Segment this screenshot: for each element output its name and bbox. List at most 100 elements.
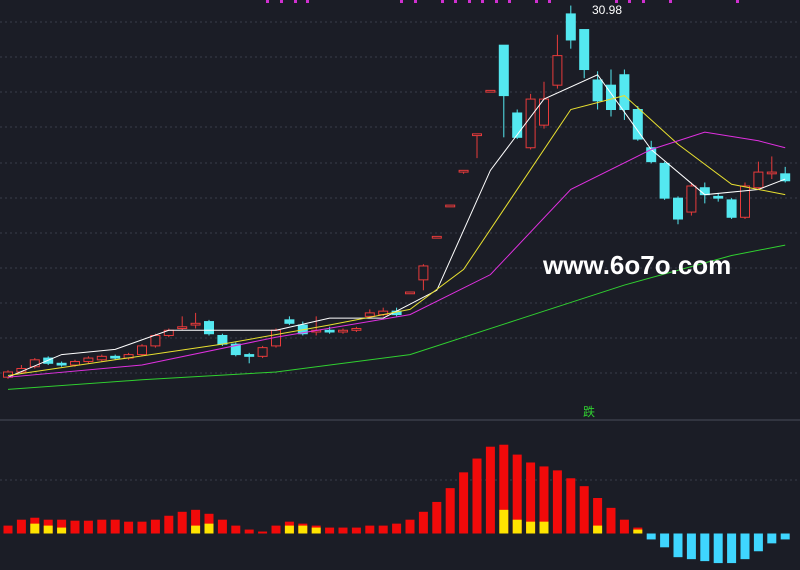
histogram-bar	[499, 444, 509, 534]
histogram-bar	[539, 466, 549, 534]
candle-body	[726, 199, 737, 218]
candle-body	[137, 345, 147, 356]
histogram-bar	[150, 519, 160, 534]
indicator-panel	[3, 444, 790, 564]
histogram-overlay	[204, 523, 214, 534]
candle-body	[498, 44, 509, 97]
histogram-overlay	[512, 519, 522, 534]
histogram-bar	[512, 454, 522, 534]
histogram-bar	[164, 515, 174, 534]
candle-body	[512, 112, 523, 138]
candle-body	[431, 235, 442, 239]
histogram-bar	[110, 519, 120, 534]
histogram-bar	[472, 458, 482, 534]
histogram-bar	[351, 527, 361, 534]
candle-body	[699, 187, 710, 196]
histogram-bar	[485, 446, 495, 534]
candle-body	[713, 195, 724, 199]
candle-body	[257, 347, 268, 357]
candle-body	[445, 204, 456, 208]
candle-body	[418, 265, 429, 281]
histogram-bar	[780, 533, 790, 540]
candle-body	[244, 354, 255, 357]
candle-body	[70, 361, 80, 366]
histogram-bar	[418, 511, 428, 534]
histogram-bar	[700, 533, 710, 562]
histogram-bar	[552, 470, 562, 534]
candle-body	[110, 355, 121, 359]
histogram-overlay	[593, 525, 603, 534]
histogram-overlay	[30, 523, 40, 534]
histogram-bar	[231, 525, 241, 534]
candle-body	[56, 362, 67, 366]
histogram-bar	[16, 519, 26, 534]
histogram-bar	[244, 529, 254, 534]
moving-average	[7, 95, 786, 376]
histogram-bar	[740, 533, 750, 560]
histogram-bar	[325, 527, 335, 534]
histogram-bar	[753, 533, 763, 552]
candle-body	[204, 321, 214, 335]
histogram-bar	[70, 520, 80, 534]
histogram-bar	[646, 533, 656, 540]
candle-body	[29, 359, 40, 368]
histogram-bar	[378, 525, 388, 534]
histogram-bar	[579, 486, 589, 534]
histogram-bar	[97, 519, 107, 534]
candle-body	[324, 329, 335, 333]
histogram-bar	[673, 533, 683, 558]
histogram-overlay	[43, 525, 53, 534]
moving-average	[7, 244, 786, 390]
candle-body	[525, 98, 536, 149]
histogram-bar	[767, 533, 777, 544]
candle-body	[565, 13, 576, 41]
candle-body	[96, 355, 107, 361]
moving-average	[7, 74, 786, 378]
histogram-bar	[713, 533, 723, 564]
candle-body	[485, 89, 496, 93]
histogram-bar	[124, 521, 134, 534]
histogram-bar	[57, 519, 67, 534]
histogram-bar	[660, 533, 670, 548]
histogram-bar	[727, 533, 737, 564]
high-label: 30.98	[592, 3, 622, 17]
candle-body	[673, 197, 683, 220]
histogram-bar	[392, 523, 402, 534]
watermark: www.6o7o.com	[542, 250, 731, 280]
signal-label: 跌	[583, 404, 595, 419]
candle-body	[405, 291, 415, 295]
histogram-overlay	[284, 525, 294, 534]
candle-body	[579, 29, 590, 71]
moving-average	[7, 131, 786, 378]
histogram-overlay	[191, 525, 201, 534]
candle-body	[177, 326, 188, 330]
histogram-bar	[3, 525, 13, 534]
histogram-bar	[445, 488, 455, 534]
histogram-bar	[619, 519, 629, 534]
histogram-overlay	[539, 521, 549, 534]
candle-body	[780, 173, 791, 182]
histogram-bar	[459, 472, 469, 534]
top-markers	[266, 0, 739, 3]
candle-body	[552, 55, 563, 86]
candle-body	[150, 334, 161, 347]
candle-body	[458, 169, 469, 173]
candle-body	[686, 185, 697, 213]
histogram-bar	[566, 478, 576, 534]
histogram-bar	[258, 531, 268, 534]
histogram-bar	[686, 533, 696, 560]
histogram-bar	[177, 511, 187, 534]
histogram-bar	[526, 462, 536, 534]
histogram-bar	[83, 520, 93, 534]
histogram-overlay	[298, 525, 308, 534]
candle-body	[284, 319, 295, 324]
histogram-bar	[432, 501, 442, 534]
candle-body	[740, 185, 750, 218]
candle-body	[190, 322, 201, 326]
candle-body	[351, 328, 362, 331]
candle-body	[753, 171, 764, 189]
candle-body	[619, 74, 630, 111]
histogram-overlay	[499, 509, 509, 534]
candle-body	[472, 133, 482, 137]
